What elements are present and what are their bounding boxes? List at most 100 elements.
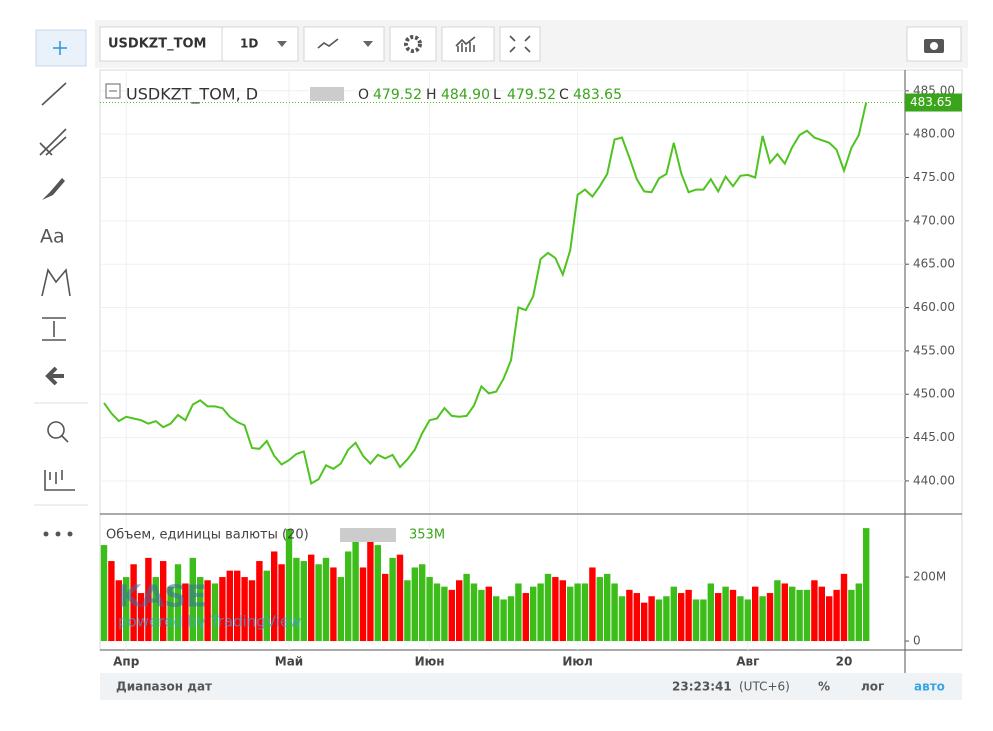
volume-title: Объем, единицы валюты (20)	[106, 528, 309, 543]
volume-bar	[700, 599, 707, 642]
volume-bar	[670, 586, 677, 642]
fullscreen-button[interactable]	[499, 26, 541, 62]
volume-bar	[796, 589, 803, 642]
l-label: L	[493, 87, 501, 103]
y-tick-label: 460.00	[913, 300, 955, 314]
volume-bar	[626, 589, 633, 642]
volume-bar	[100, 545, 108, 642]
volume-bar	[752, 586, 759, 642]
volume-bar	[441, 586, 448, 642]
volume-bar	[389, 557, 396, 642]
volume-bar	[411, 567, 418, 642]
volume-icons[interactable]	[340, 528, 396, 542]
volume-bar	[552, 577, 559, 642]
volume-bar	[330, 567, 337, 642]
y-tick-label: 445.00	[913, 430, 955, 444]
auto-toggle[interactable]: авто	[914, 680, 945, 694]
volume-tick-label: 200M	[913, 570, 946, 584]
volume-bar	[271, 551, 278, 642]
trend-tool[interactable]	[41, 82, 67, 106]
volume-bar	[692, 599, 700, 642]
volume-bar	[448, 589, 455, 642]
volume-bar	[663, 596, 670, 642]
volume-bar	[818, 586, 825, 642]
log-toggle[interactable]: лог	[861, 680, 884, 694]
volume-bar	[589, 567, 596, 642]
volume-bar	[596, 577, 603, 642]
volume-bar	[840, 573, 848, 642]
clock: 23:23:41	[672, 680, 732, 694]
volume-bar	[293, 557, 300, 642]
c-label: C	[559, 87, 569, 103]
l-value: 479.52	[507, 87, 556, 103]
percent-toggle[interactable]: %	[818, 680, 830, 694]
last-price-tag	[905, 93, 962, 112]
y-tick-label: 480.00	[913, 127, 955, 141]
volume-last: 353M	[409, 528, 445, 543]
volume-bar	[234, 570, 241, 642]
volume-bar	[559, 580, 566, 642]
date-range[interactable]: Диапазон дат	[116, 680, 212, 694]
volume-bar	[396, 554, 404, 642]
text-tool[interactable]: Aa	[40, 226, 65, 248]
volume-bar	[485, 586, 492, 642]
volume-bar	[285, 529, 293, 642]
y-tick-label: 440.00	[913, 473, 955, 487]
volume-bar	[478, 589, 485, 642]
volume-bar	[426, 577, 433, 642]
volume-bar	[470, 583, 478, 642]
symbol-button[interactable]	[99, 26, 223, 62]
chart-style-button[interactable]	[303, 26, 385, 62]
plot: Апр Май Июн Июл Авг 20 440.00 445.00 450.00 455.0…	[100, 70, 962, 669]
volume-bar	[633, 593, 640, 642]
volume-bar	[219, 577, 226, 642]
y-tick-label: 470.00	[913, 213, 955, 227]
interval-button[interactable]	[221, 26, 299, 62]
volume-bar	[493, 596, 500, 642]
back-tool[interactable]	[45, 366, 64, 386]
volume-bar	[308, 554, 315, 642]
volume-bar	[300, 561, 307, 642]
volume-bar	[766, 593, 774, 642]
time-label: Май	[275, 655, 303, 669]
brush-tool[interactable]	[42, 178, 65, 200]
volume-bar	[382, 573, 389, 642]
pattern-tool[interactable]	[41, 268, 71, 297]
volume-bar	[241, 577, 248, 642]
zoom-handle	[61, 435, 69, 443]
volume-bar	[256, 561, 263, 642]
interval: 1D	[240, 37, 258, 51]
volume-bar	[833, 589, 840, 642]
volume-bar	[160, 561, 167, 642]
indicators-button[interactable]	[441, 26, 495, 62]
volume-bar	[204, 580, 211, 642]
volume-bar	[211, 583, 219, 642]
timezone[interactable]: (UTC+6)	[739, 680, 790, 694]
line-icon	[317, 38, 339, 49]
volume-bar	[367, 529, 374, 642]
fullscreen-icon	[509, 35, 531, 53]
zoom-tool[interactable]	[47, 421, 65, 439]
price-line	[103, 102, 868, 486]
pitchfork-tool[interactable]	[39, 128, 67, 156]
legend-icons[interactable]	[310, 87, 344, 101]
volume-bar	[167, 586, 174, 642]
dot	[43, 531, 49, 537]
measure-tool[interactable]	[42, 317, 66, 341]
settings-button[interactable]	[389, 26, 437, 62]
volume-bar	[789, 586, 796, 642]
h-value: 484.90	[441, 87, 490, 103]
indicators-icon	[455, 36, 476, 52]
ruler-tool[interactable]	[44, 470, 75, 491]
volume-bar	[530, 586, 537, 642]
volume-bar	[581, 583, 589, 642]
volume-bar	[500, 599, 507, 642]
volume-bar	[522, 593, 529, 642]
legend-title: USDKZT_TOM, D	[126, 85, 258, 105]
volume-bar	[655, 599, 663, 642]
volume-bar	[174, 564, 182, 642]
volume-tick-label: 0	[913, 634, 921, 648]
volume-bar	[433, 583, 441, 642]
dot	[55, 531, 61, 537]
volume-bar	[811, 580, 818, 642]
